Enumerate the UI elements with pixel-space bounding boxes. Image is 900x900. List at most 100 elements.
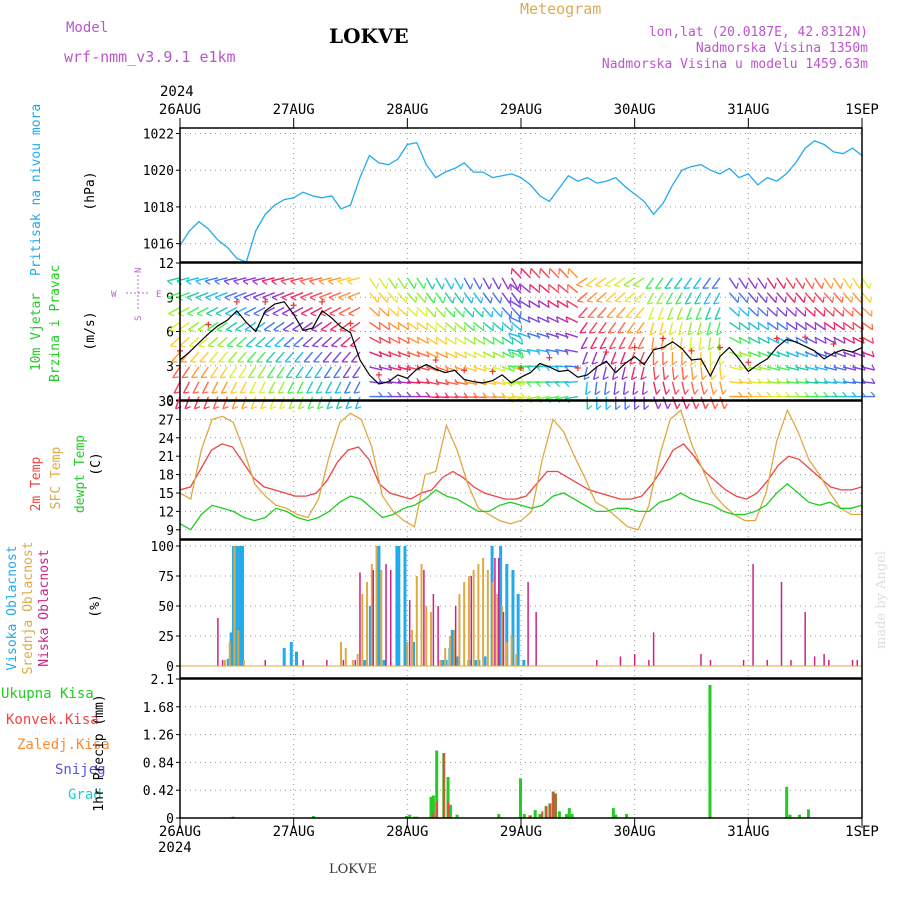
wind-barb [368, 292, 379, 303]
wind-barb [435, 395, 449, 399]
wind-barb [245, 336, 257, 347]
wind-barb-flag [852, 323, 855, 330]
wind-barb-flag [755, 282, 758, 289]
wind-barb [235, 321, 247, 331]
wind-barb-flag [405, 296, 408, 303]
wind-barb [668, 322, 674, 336]
wind-barb [738, 336, 751, 344]
wind-barb [662, 396, 669, 410]
wind-barb [257, 366, 266, 379]
wind-barb [397, 351, 411, 358]
wind-barb-flag [529, 268, 532, 275]
wind-barb-flag [328, 296, 335, 301]
wind-barb-flag [637, 346, 645, 350]
wind-barb-flag [460, 283, 464, 290]
wind-barb-flag [416, 323, 419, 330]
wind-barb-flag [746, 296, 749, 303]
wind-barb-flag [775, 391, 781, 397]
wind-barb [704, 307, 712, 320]
wind-barb [426, 395, 440, 399]
wind-barb-flag [242, 280, 249, 285]
wind-barb-flag [657, 403, 662, 410]
wind-barb-flag [738, 391, 743, 397]
wind-barb [492, 351, 505, 359]
wind-barb [595, 292, 607, 302]
cloud-high-bar [363, 660, 367, 666]
wind-barb [397, 307, 408, 317]
wind-barb [378, 336, 391, 344]
cloud-low-bar [326, 660, 328, 666]
wind-barb [511, 336, 523, 345]
wind-barb-flag [204, 280, 211, 285]
wind-barb [445, 381, 459, 386]
wind-barb-flag [620, 361, 627, 365]
wind-barb-flag [339, 329, 346, 332]
wind-barb-flag [595, 284, 602, 288]
wind-barb-flag [558, 268, 560, 275]
cloud-low-bar [432, 594, 435, 666]
wind-barb [378, 292, 388, 303]
wind-barb-flag [319, 296, 325, 301]
wind-barb [776, 366, 790, 371]
wind-barb [795, 381, 809, 385]
wind-barb-flag [203, 406, 210, 410]
wind-barb [677, 322, 683, 336]
wind-barb-flag [634, 300, 641, 303]
wind-barb [786, 381, 800, 385]
wind-barb-flag [479, 283, 483, 290]
wind-barb [241, 396, 247, 410]
wind-barb [348, 306, 361, 315]
wind-barb [636, 321, 645, 334]
wind-barb [208, 351, 219, 363]
wind-barb [425, 321, 437, 332]
wind-barb [319, 306, 332, 315]
precip-conv-bar [554, 793, 557, 818]
wind-barb-flag [299, 280, 306, 285]
wind-barb [281, 292, 294, 298]
wind-barb-flag [378, 323, 381, 330]
precip-total-bar [564, 814, 568, 818]
wind-barb [378, 351, 392, 358]
wind-barb [397, 321, 409, 331]
wind-barb [378, 307, 390, 317]
wind-barb [234, 306, 247, 315]
wind-barb [230, 381, 238, 394]
cloud-low-bar [264, 660, 266, 666]
date-label-top: 26AUG [159, 102, 201, 118]
wind-barb [197, 321, 209, 331]
wind-barb-flag [689, 346, 696, 351]
wind-barb-flag [698, 346, 705, 351]
wind-barb [416, 321, 428, 331]
wind-barb [728, 321, 741, 331]
wind-barb [700, 366, 704, 380]
wind-barb [205, 277, 219, 282]
cloud-low-bar [494, 558, 496, 666]
wind-barb [687, 322, 693, 336]
wind-barb-flag [337, 280, 344, 285]
cloud-low-bar [648, 660, 650, 666]
wind-barb-flag [349, 329, 356, 332]
wind-gust-marker [631, 344, 638, 351]
wind-tick-label: 3 [166, 360, 174, 375]
wind-barb [397, 381, 411, 385]
wind-barb-flag [554, 381, 560, 388]
wind-barb [492, 321, 503, 332]
wind-barb [349, 336, 361, 347]
wind-barb [300, 306, 313, 315]
cloud-mid-bar [406, 642, 409, 666]
wind-barb [473, 292, 482, 304]
cloud-mid-bar [482, 558, 485, 666]
wind-barb-flag [192, 391, 200, 394]
wind-barb [268, 381, 276, 394]
cloud-high-bar [441, 660, 445, 666]
cloud-mid-bar [453, 630, 456, 666]
wind-barb [729, 336, 742, 344]
wind-barb [747, 321, 760, 331]
wind-barb [594, 381, 598, 395]
wind-barb-flag [709, 360, 716, 366]
cloud-mid-bar [501, 606, 504, 666]
wind-barb [510, 277, 519, 290]
wind-barb-flag [287, 391, 294, 394]
cloud-high-bar [282, 648, 286, 666]
wind-barb [319, 292, 332, 298]
